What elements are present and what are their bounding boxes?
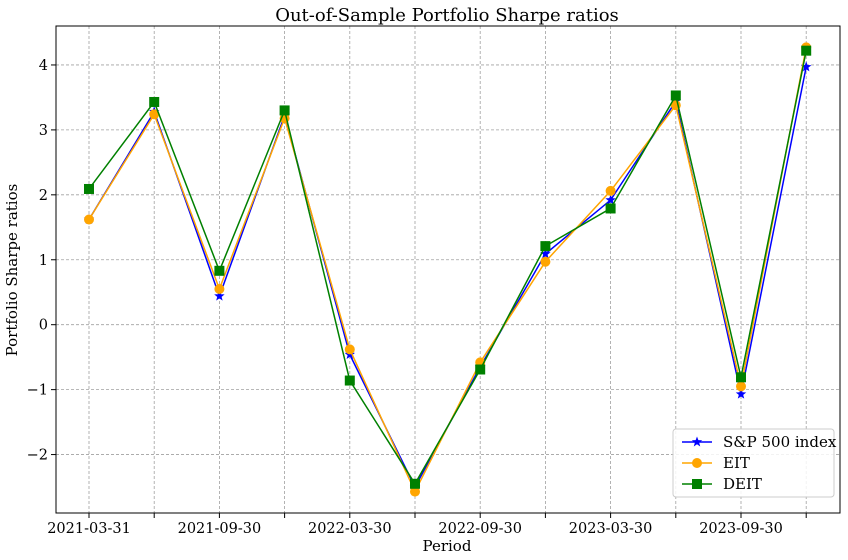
data-point-eit: [540, 256, 551, 267]
legend-label-eit: EIT: [723, 454, 750, 472]
legend-label-s-p-500-index: S&P 500 index: [723, 433, 837, 451]
data-point-eit: [214, 283, 225, 294]
y-tick-label: 0: [39, 318, 48, 334]
series-eit: [84, 42, 812, 497]
data-point-s-p-500-index: [735, 388, 747, 399]
data-point-deit: [475, 364, 486, 375]
x-tick-label: 2021-09-30: [178, 521, 262, 537]
data-point-eit: [344, 344, 355, 355]
data-point-deit: [410, 478, 420, 489]
x-axis: 2021-03-31 2021-09-30 2022-03-30 2022-09-30…: [47, 513, 807, 537]
data-point-deit: [736, 372, 746, 383]
legend-label-deit: DEIT: [723, 475, 762, 493]
series-line-deit: [88, 50, 807, 486]
data-point-s-p-500-index: [605, 194, 616, 205]
y-tick-label: −2: [27, 448, 48, 464]
x-tick-label: 2021-03-31: [47, 521, 131, 537]
data-point-deit: [344, 375, 355, 386]
legend-marker-eit: [692, 458, 702, 468]
data-point-eit: [736, 381, 746, 392]
x-tick-label: 2023-03-30: [569, 521, 653, 537]
data-point-s-p-500-index: [800, 61, 812, 72]
data-point-deit: [801, 45, 812, 56]
data-point-eit: [410, 486, 420, 497]
data-point-eit: [149, 109, 160, 120]
data-point-eit: [84, 214, 94, 225]
legend-marker-deit: [692, 479, 702, 489]
data-point-s-p-500-index: [540, 248, 551, 259]
y-tick-label: 1: [39, 253, 48, 269]
series-line-eit: [88, 47, 807, 494]
series-group: [83, 42, 812, 497]
x-tick-label: 2022-09-30: [438, 521, 522, 537]
data-point-s-p-500-index: [214, 290, 225, 301]
data-point-deit: [149, 96, 160, 107]
legend-marker-s-p-500-index: [691, 436, 703, 447]
data-point-eit: [605, 185, 616, 196]
data-point-deit: [605, 203, 616, 214]
data-point-deit: [84, 183, 94, 194]
y-tick-label: −1: [27, 383, 48, 399]
data-point-deit: [670, 90, 681, 101]
y-axis: −2 −1 0 1 2 3 4: [27, 58, 56, 464]
legend-box: [672, 428, 835, 498]
data-point-deit: [214, 265, 225, 276]
y-tick-label: 2: [39, 188, 48, 204]
legend: S&P 500 index EIT DEIT: [672, 428, 837, 498]
data-point-deit: [540, 241, 551, 252]
y-tick-label: 3: [39, 123, 48, 139]
x-axis-label: Period: [423, 537, 472, 555]
x-tick-label: 2023-09-30: [699, 521, 783, 537]
chart-title: Out-of-Sample Portfolio Sharpe ratios: [275, 5, 619, 26]
series-deit: [84, 45, 812, 489]
y-tick-label: 4: [39, 58, 48, 74]
plot-frame: [55, 25, 841, 514]
x-tick-label: 2022-03-30: [308, 521, 392, 537]
data-point-deit: [279, 105, 290, 116]
y-axis-label: Portfolio Sharpe ratios: [3, 184, 21, 357]
